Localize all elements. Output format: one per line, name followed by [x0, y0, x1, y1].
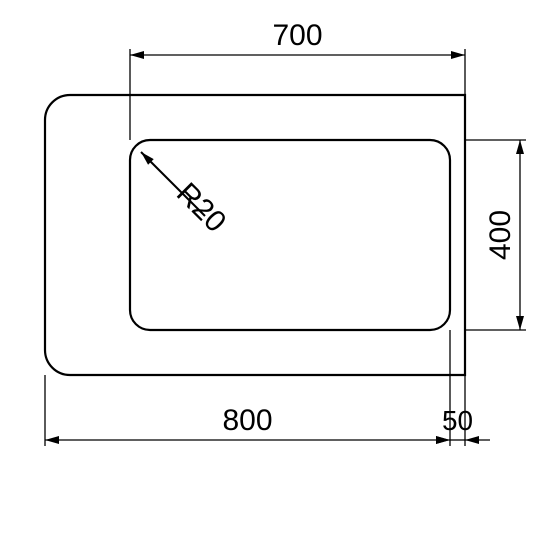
- dim-label-right: 400: [484, 210, 517, 260]
- arrowhead: [451, 51, 465, 59]
- arrowhead: [436, 436, 450, 444]
- dim-label-bottom-gap: 50: [442, 405, 473, 436]
- arrowhead: [516, 316, 524, 330]
- arrowhead: [130, 51, 144, 59]
- dim-label-bottom-main: 800: [222, 404, 272, 437]
- arrowhead: [45, 436, 59, 444]
- inner-rect: [130, 140, 450, 330]
- radius-label: R20: [170, 177, 232, 239]
- dim-label-top: 700: [272, 19, 322, 52]
- dimension-drawing: R20 700 400 800 50: [0, 0, 550, 550]
- outer-rect: [45, 95, 465, 375]
- arrowhead: [516, 140, 524, 154]
